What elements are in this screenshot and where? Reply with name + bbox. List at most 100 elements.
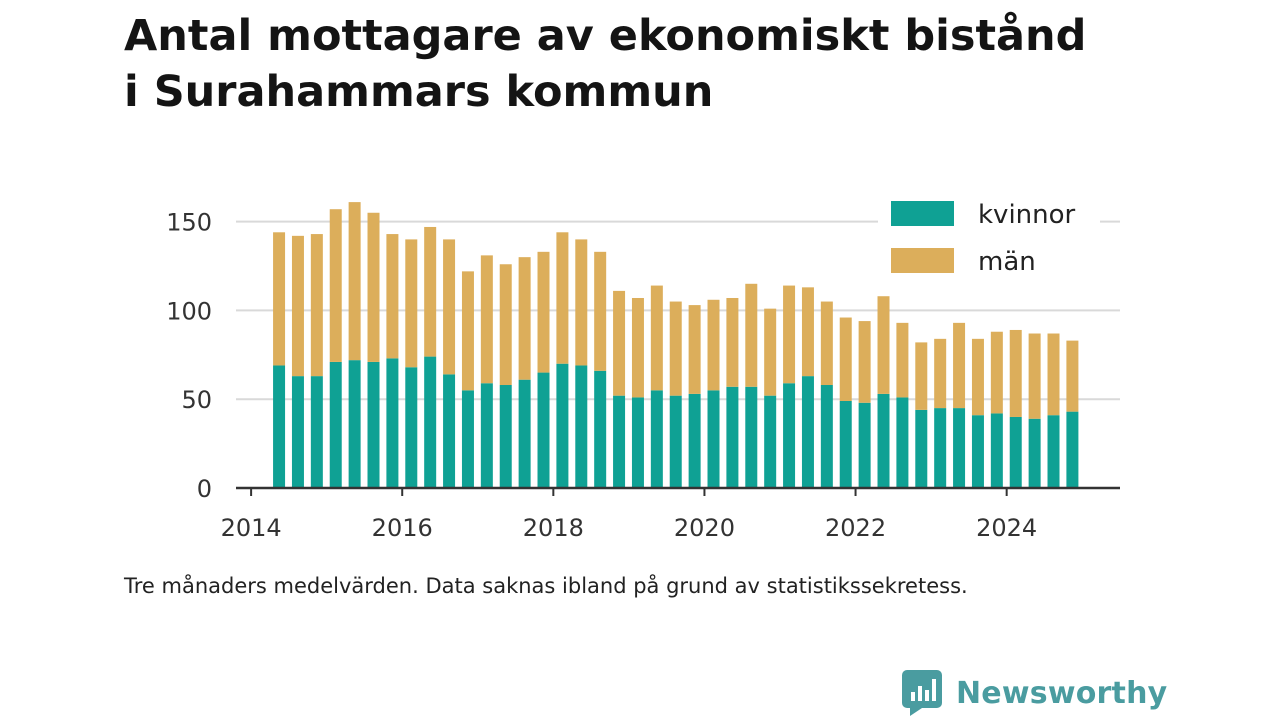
bar-man xyxy=(1047,333,1060,416)
bar-man xyxy=(405,239,418,368)
bar-kvinnor xyxy=(310,376,323,488)
bar-kvinnor xyxy=(1066,411,1079,488)
bar-man xyxy=(273,232,286,366)
y-tick-label: 100 xyxy=(166,297,212,325)
bar-man xyxy=(1009,329,1022,417)
x-tick-label: 2020 xyxy=(674,514,735,542)
bar-kvinnor xyxy=(801,376,814,488)
bar-man xyxy=(424,226,437,357)
bar-kvinnor xyxy=(1047,415,1060,488)
newsworthy-logo-icon xyxy=(902,670,942,716)
bar-kvinnor xyxy=(896,397,909,488)
bar-man xyxy=(348,202,361,361)
bar-kvinnor xyxy=(669,395,682,488)
bar-kvinnor xyxy=(858,402,871,488)
bar-man xyxy=(745,283,758,387)
bar-kvinnor xyxy=(613,395,626,488)
bar-kvinnor xyxy=(915,409,928,488)
bar-man xyxy=(537,251,550,373)
bar-kvinnor xyxy=(764,395,777,488)
bar-man xyxy=(480,255,493,384)
bar-kvinnor xyxy=(405,367,418,488)
bar-kvinnor xyxy=(556,363,569,488)
bar-man xyxy=(839,317,852,401)
bar-man xyxy=(896,322,909,398)
bar-man xyxy=(367,212,380,362)
bar-man xyxy=(934,338,947,409)
bar-kvinnor xyxy=(1009,416,1022,488)
y-tick-label: 50 xyxy=(181,386,212,414)
bar-man xyxy=(631,297,644,398)
bar-man xyxy=(764,308,777,396)
bar-man xyxy=(1028,333,1041,419)
bar-man xyxy=(990,331,1003,414)
chart-title: Antal mottagare av ekonomiskt bistånd i … xyxy=(124,8,1224,120)
x-tick-label: 2016 xyxy=(372,514,433,542)
bar-man xyxy=(291,235,304,377)
newsworthy-brand[interactable]: Newsworthy xyxy=(902,670,1167,716)
bar-man xyxy=(858,321,871,403)
legend-item-man-swatch xyxy=(891,248,954,273)
legend-item-kvinnor-swatch xyxy=(891,201,954,226)
bar-kvinnor xyxy=(631,397,644,488)
bar-man xyxy=(518,257,531,380)
bar-kvinnor xyxy=(971,415,984,488)
brand-name: Newsworthy xyxy=(956,675,1168,711)
bar-kvinnor xyxy=(575,365,588,488)
bar-man xyxy=(310,234,323,377)
bar-kvinnor xyxy=(594,370,607,488)
bar-man xyxy=(707,299,720,391)
bar-kvinnor xyxy=(839,400,852,488)
chart-caption: Tre månaders medelvärden. Data saknas ib… xyxy=(124,574,968,598)
bar-man xyxy=(1066,340,1079,412)
bar-kvinnor xyxy=(518,379,531,488)
bar-kvinnor xyxy=(348,360,361,488)
bar-kvinnor xyxy=(461,390,474,488)
bar-kvinnor xyxy=(367,361,380,488)
bar-man xyxy=(971,338,984,416)
y-tick-label: 150 xyxy=(166,209,212,237)
bar-kvinnor xyxy=(443,374,456,488)
bar-kvinnor xyxy=(688,393,701,488)
bar-kvinnor xyxy=(877,393,890,488)
bar-man xyxy=(669,301,682,396)
bar-kvinnor xyxy=(537,372,550,488)
bar-man xyxy=(575,239,588,366)
bar-man xyxy=(877,296,890,394)
bar-kvinnor xyxy=(291,376,304,488)
x-tick-label: 2018 xyxy=(523,514,584,542)
bar-kvinnor xyxy=(499,385,512,488)
bar-kvinnor xyxy=(329,361,342,488)
bar-kvinnor xyxy=(386,358,399,488)
bar-kvinnor xyxy=(650,390,663,488)
bar-man xyxy=(329,209,342,362)
bar-man xyxy=(594,251,607,371)
bar-man xyxy=(613,290,626,396)
bar-man xyxy=(499,264,512,386)
bar-kvinnor xyxy=(953,408,966,488)
bar-man xyxy=(783,285,796,384)
bar-man xyxy=(556,232,569,364)
bar-kvinnor xyxy=(1028,418,1041,488)
bar-man xyxy=(801,287,814,377)
bar-kvinnor xyxy=(745,386,758,488)
bar-kvinnor xyxy=(424,356,437,488)
legend-item-man-label: män xyxy=(978,247,1036,277)
x-tick-label: 2014 xyxy=(221,514,282,542)
bar-kvinnor xyxy=(783,383,796,488)
bar-kvinnor xyxy=(707,390,720,488)
bar-kvinnor xyxy=(990,413,1003,488)
bar-man xyxy=(386,234,399,359)
bar-kvinnor xyxy=(726,386,739,488)
chart-title-line-1: Antal mottagare av ekonomiskt bistånd xyxy=(124,11,1087,61)
bar-kvinnor xyxy=(273,365,286,488)
bar-kvinnor xyxy=(480,383,493,488)
bar-kvinnor xyxy=(934,408,947,488)
bar-man xyxy=(953,322,966,409)
bar-man xyxy=(461,271,474,391)
y-tick-label: 0 xyxy=(197,475,212,503)
bar-kvinnor xyxy=(820,385,833,488)
bar-man xyxy=(726,297,739,387)
legend-item-kvinnor-label: kvinnor xyxy=(978,200,1076,230)
